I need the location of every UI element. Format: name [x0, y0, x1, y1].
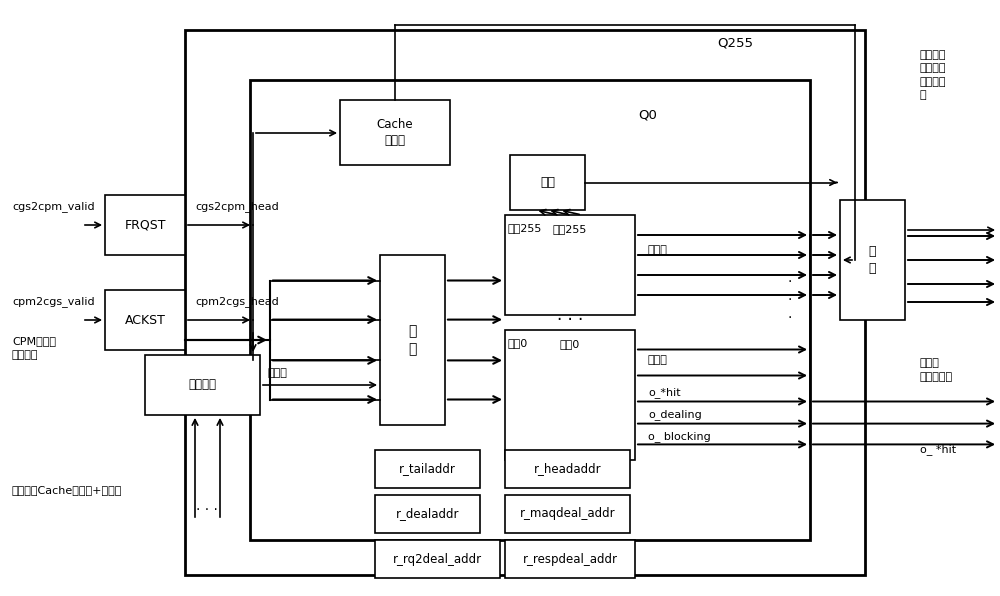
Text: o_ *hit: o_ *hit	[920, 445, 956, 455]
Text: 状态错: 状态错	[648, 355, 668, 365]
Bar	[505, 215, 635, 315]
Bar	[505, 540, 635, 578]
Bar	[250, 80, 810, 540]
Text: 转移写入
等待队列
的单元内
容: 转移写入 等待队列 的单元内 容	[920, 50, 946, 100]
Bar	[380, 255, 445, 425]
Text: 单元255: 单元255	[507, 223, 541, 233]
Text: r_rq2deal_addr: r_rq2deal_addr	[393, 552, 482, 566]
Text: 单元0: 单元0	[560, 339, 580, 349]
Text: ACKST: ACKST	[125, 313, 165, 327]
Text: r_headaddr: r_headaddr	[534, 462, 601, 476]
Bar	[505, 495, 630, 533]
Text: Q0: Q0	[638, 108, 657, 122]
Bar	[840, 200, 905, 320]
Bar	[375, 540, 500, 578]
Text: 各队列的Cache行地址+有效位: 各队列的Cache行地址+有效位	[12, 485, 122, 495]
Bar	[145, 355, 260, 415]
Bar	[505, 450, 630, 488]
Text: · · ·: · · ·	[196, 503, 218, 517]
Text: o_*hit: o_*hit	[648, 387, 681, 399]
Text: 解
析: 解 析	[408, 324, 417, 356]
Text: 位或: 位或	[540, 176, 555, 189]
Text: o_ blocking: o_ blocking	[648, 432, 711, 442]
Text: ·
·
·: · · ·	[788, 275, 792, 325]
Text: r_respdeal_addr: r_respdeal_addr	[522, 552, 618, 566]
Bar	[340, 100, 450, 165]
Text: cgs2cpm_head: cgs2cpm_head	[195, 201, 279, 212]
Text: 单元255: 单元255	[553, 224, 587, 234]
Bar	[185, 30, 865, 575]
Text: o_dealing: o_dealing	[648, 409, 702, 420]
Bar	[510, 155, 585, 210]
Text: cpm2cgs_valid: cpm2cgs_valid	[12, 297, 95, 308]
Text: 指针错
多个命中错: 指针错 多个命中错	[920, 358, 953, 381]
Text: Cache
行地址: Cache 行地址	[377, 117, 413, 147]
Bar	[105, 195, 185, 255]
Text: 写入管理: 写入管理	[188, 378, 216, 392]
Text: r_tailaddr: r_tailaddr	[399, 462, 456, 476]
Bar	[375, 450, 480, 488]
Text: cgs2cpm_valid: cgs2cpm_valid	[12, 201, 95, 212]
Bar	[375, 495, 480, 533]
Bar	[505, 330, 635, 460]
Bar	[105, 290, 185, 350]
Text: · · ·: · · ·	[557, 311, 583, 329]
Text: r_maqdeal_addr: r_maqdeal_addr	[520, 508, 615, 520]
Text: cpm2cgs_head: cpm2cgs_head	[195, 297, 279, 308]
Text: r_dealaddr: r_dealaddr	[396, 508, 459, 520]
Text: CPM各端口
相关信号: CPM各端口 相关信号	[12, 336, 56, 359]
Text: 写使能: 写使能	[268, 368, 288, 378]
Text: FRQST: FRQST	[124, 219, 166, 231]
Text: 单元0: 单元0	[507, 338, 527, 348]
Text: Q255: Q255	[717, 36, 753, 49]
Text: 状态错: 状态错	[648, 245, 668, 255]
Text: 位
或: 位 或	[869, 245, 876, 275]
